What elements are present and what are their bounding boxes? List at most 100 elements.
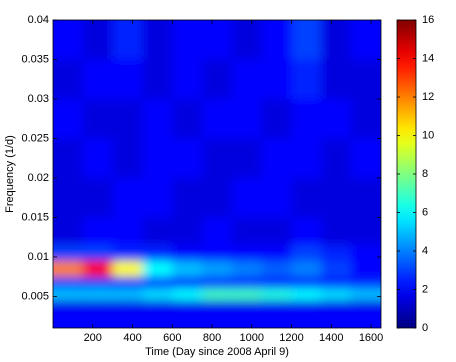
- x-tick-label: 800: [203, 332, 221, 344]
- heatmap-cell: [112, 308, 143, 328]
- heatmap-cell: [142, 308, 173, 328]
- colorbar-tick-label: 6: [422, 206, 428, 218]
- x-tick-label: 1200: [279, 332, 303, 344]
- heatmap-cell: [231, 300, 262, 309]
- heatmap-cell: [321, 245, 352, 261]
- heatmap-cell: [202, 138, 232, 178]
- heatmap-cell: [142, 217, 173, 246]
- heatmap-cell: [82, 300, 113, 309]
- heatmap-cell: [82, 59, 113, 99]
- heatmap-cell: [261, 276, 292, 289]
- heatmap-cell: [142, 138, 173, 178]
- heatmap-cell: [231, 138, 262, 178]
- heatmap-cell: [261, 300, 292, 309]
- y-tick-label: 0.035: [21, 53, 49, 65]
- heatmap-cell: [321, 59, 352, 99]
- heatmap-cell: [112, 138, 143, 178]
- heatmap-cell: [142, 98, 173, 139]
- heatmap-cell: [53, 98, 83, 139]
- colorbar-tick-label: 4: [422, 245, 428, 257]
- heatmap-cell: [202, 177, 232, 218]
- heatmap-cell: [291, 217, 322, 246]
- heatmap-cell: [172, 20, 203, 60]
- heatmap-cell: [202, 260, 232, 277]
- plot-frame: [52, 19, 382, 329]
- x-axis-label: Time (Day since 2008 April 9): [145, 346, 289, 358]
- heatmap-cell: [112, 177, 143, 218]
- heatmap-cell: [291, 177, 322, 218]
- heatmap-cell: [321, 260, 352, 277]
- heatmap-cell: [202, 288, 232, 301]
- heatmap-cell: [291, 300, 322, 309]
- heatmap-cell: [82, 20, 113, 60]
- heatmap-cell: [291, 20, 322, 60]
- heatmap-cell: [142, 288, 173, 301]
- x-tick-label: 600: [163, 332, 181, 344]
- heatmap-cell: [351, 177, 381, 218]
- heatmap-cell: [82, 308, 113, 328]
- heatmap-cell: [172, 300, 203, 309]
- heatmap-cell: [82, 177, 113, 218]
- heatmap-cell: [291, 288, 322, 301]
- heatmap-cell: [112, 288, 143, 301]
- heatmap-cell: [172, 59, 203, 99]
- heatmap-cell: [351, 98, 381, 139]
- heatmap-cell: [291, 245, 322, 261]
- colorbar-tick-label: 16: [422, 14, 434, 26]
- heatmap-cell: [82, 138, 113, 178]
- heatmap-cell: [112, 245, 143, 261]
- colorbar-tick-label: 14: [422, 52, 434, 64]
- heatmap-cell: [172, 177, 203, 218]
- heatmap-cell: [112, 98, 143, 139]
- heatmap-cell: [112, 300, 143, 309]
- heatmap-cell: [351, 217, 381, 246]
- heatmap-cell: [231, 276, 262, 289]
- heatmap-cell: [261, 138, 292, 178]
- heatmap-cell: [53, 288, 83, 301]
- heatmap-cell: [231, 98, 262, 139]
- heatmap-cell: [202, 245, 232, 261]
- heatmap-cell: [53, 59, 83, 99]
- y-tick-label: 0.005: [21, 290, 49, 302]
- heatmap-cell: [202, 98, 232, 139]
- heatmap-cell: [261, 308, 292, 328]
- heatmap-cell: [53, 308, 83, 328]
- y-tick-label: 0.02: [28, 172, 49, 184]
- heatmap-cell: [142, 20, 173, 60]
- heatmap-cell: [53, 138, 83, 178]
- heatmap-cell: [82, 288, 113, 301]
- heatmap-cell: [142, 245, 173, 261]
- colorbar-tick-label: 8: [422, 168, 428, 180]
- heatmap-cell: [351, 288, 381, 301]
- heatmap-cell: [321, 308, 352, 328]
- heatmap-cell: [261, 98, 292, 139]
- x-tick-label: 1400: [319, 332, 343, 344]
- heatmap-cell: [53, 276, 83, 289]
- heatmap-cell: [53, 245, 83, 261]
- heatmap-cell: [172, 260, 203, 277]
- x-tick-label: 1600: [359, 332, 383, 344]
- heatmap-cell: [351, 20, 381, 60]
- heatmap-cell: [142, 300, 173, 309]
- heatmap-cell: [321, 288, 352, 301]
- heatmap-cell: [261, 20, 292, 60]
- heatmap-cell: [351, 300, 381, 309]
- heatmap-cell: [53, 20, 83, 60]
- heatmap-cell: [112, 276, 143, 289]
- heatmap-cell: [112, 59, 143, 99]
- heatmap-cell: [202, 300, 232, 309]
- heatmap-cell: [321, 138, 352, 178]
- heatmap-cell: [351, 308, 381, 328]
- heatmap-cell: [261, 59, 292, 99]
- heatmap-cell: [261, 288, 292, 301]
- heatmap-cell: [82, 245, 113, 261]
- heatmap-cell: [231, 288, 262, 301]
- y-tick-label: 0.025: [21, 132, 49, 144]
- heatmap-cell: [172, 308, 203, 328]
- heatmap-cell: [231, 217, 262, 246]
- heatmap-cell: [82, 98, 113, 139]
- heatmap-cell: [321, 177, 352, 218]
- heatmap-cell: [231, 20, 262, 60]
- heatmap-cell: [53, 217, 83, 246]
